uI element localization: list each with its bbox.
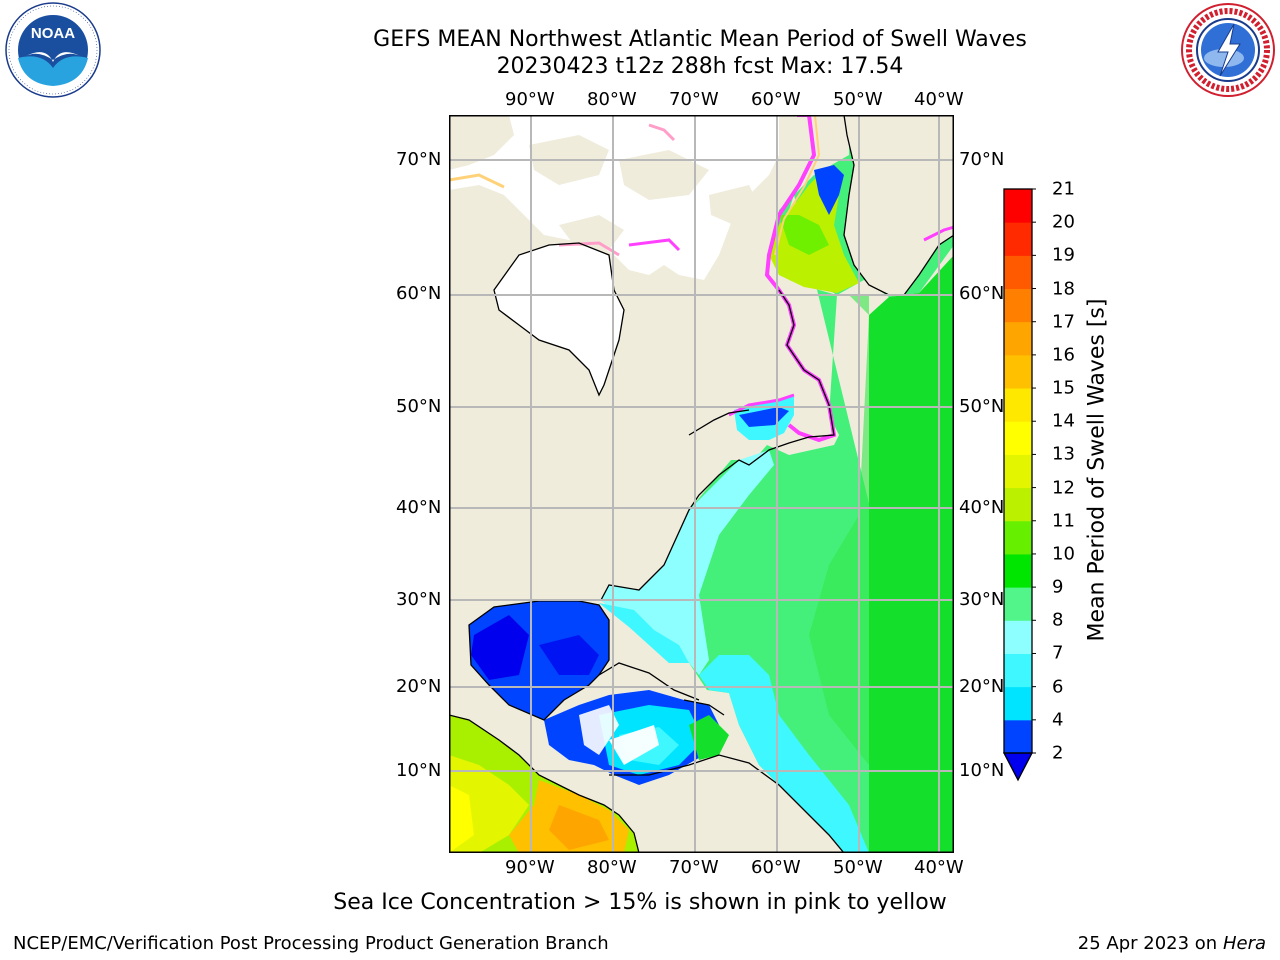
lon-label-top: 90°W — [505, 89, 555, 110]
lat-label-right: 10°N — [959, 760, 1005, 781]
colorbar-underflow-arrow — [1002, 752, 1034, 782]
colorbar-segment — [1004, 189, 1032, 223]
lat-label-left: 10°N — [396, 760, 442, 781]
hudson-bay — [494, 243, 624, 395]
colorbar-tick-label: 12 — [1052, 477, 1075, 499]
colorbar-segment — [1004, 487, 1032, 522]
lat-label-left: 30°N — [396, 589, 442, 610]
colorbar-tick-label: 17 — [1052, 311, 1075, 333]
colorbar-segment — [1004, 454, 1032, 489]
lon-label-bottom: 40°W — [914, 857, 964, 878]
colorbar-tick-label: 19 — [1052, 244, 1075, 266]
lon-label-bottom: 50°W — [833, 857, 883, 878]
sea-ice-note: Sea Ice Concentration > 15% is shown in … — [333, 890, 947, 915]
lat-label-right: 60°N — [959, 283, 1005, 304]
lat-label-right: 40°N — [959, 497, 1005, 518]
colorbar-segment — [1004, 553, 1032, 588]
lat-label-left: 60°N — [396, 283, 442, 304]
nws-logo — [1178, 2, 1278, 98]
footer-host: Hera — [1222, 933, 1266, 954]
lon-label-bottom: 60°W — [751, 857, 801, 878]
colorbar-segment — [1004, 321, 1032, 356]
lat-label-right: 50°N — [959, 396, 1005, 417]
graticule — [449, 115, 954, 853]
colorbar-segment — [1004, 686, 1032, 721]
colorbar-tick-label: 14 — [1052, 410, 1075, 432]
lat-label-right: 20°N — [959, 676, 1005, 697]
colorbar-tick-label: 2 — [1052, 742, 1064, 764]
noaa-logo: NOAA — [2, 2, 104, 98]
ocean-nearshore — [601, 450, 774, 675]
colorbar-segment — [1004, 653, 1032, 688]
colorbar — [1000, 186, 1038, 786]
lat-label-left: 20°N — [396, 676, 442, 697]
colorbar-tick-label: 7 — [1052, 642, 1064, 664]
lon-label-top: 70°W — [669, 89, 719, 110]
noaa-logo-text: NOAA — [31, 25, 75, 42]
colorbar-tick-label: 18 — [1052, 278, 1075, 300]
lon-label-bottom: 90°W — [505, 857, 555, 878]
colorbar-segment — [1004, 421, 1032, 455]
colorbar-label: Mean Period of Swell Waves [s] — [1084, 298, 1110, 642]
lat-label-right: 70°N — [959, 149, 1005, 170]
lat-label-left: 70°N — [396, 149, 442, 170]
map-panel — [448, 113, 955, 854]
colorbar-tick-label: 10 — [1052, 543, 1075, 565]
lon-label-top: 60°W — [751, 89, 801, 110]
lat-label-left: 40°N — [396, 497, 442, 518]
lon-label-top: 50°W — [833, 89, 883, 110]
chart-title: GEFS MEAN Northwest Atlantic Mean Period… — [373, 27, 1027, 52]
colorbar-segment — [1004, 288, 1032, 323]
colorbar-segment — [1004, 719, 1032, 754]
colorbar-tick-label: 8 — [1052, 609, 1064, 631]
colorbar-segment — [1004, 354, 1032, 389]
colorbar-tick-label: 16 — [1052, 344, 1075, 366]
colorbar-tick-label: 4 — [1052, 709, 1064, 731]
colorbar-tick-label: 21 — [1052, 178, 1075, 200]
colorbar-segment — [1004, 520, 1032, 555]
footer-date-text: 25 Apr 2023 on — [1077, 933, 1223, 954]
lat-label-right: 30°N — [959, 589, 1005, 610]
colorbar-segment — [1004, 620, 1032, 654]
footer-credit: NCEP/EMC/Verification Post Processing Pr… — [13, 933, 609, 954]
colorbar-tick-label: 9 — [1052, 576, 1064, 598]
lon-label-bottom: 70°W — [669, 857, 719, 878]
colorbar-segment — [1004, 388, 1032, 422]
colorbar-segment — [1004, 587, 1032, 621]
colorbar-tick-label: 6 — [1052, 676, 1064, 698]
footer-date: 25 Apr 2023 on Hera — [1078, 933, 1266, 954]
lat-label-left: 50°N — [396, 396, 442, 417]
lon-label-top: 40°W — [914, 89, 964, 110]
chart-subtitle: 20230423 t12z 288h fcst Max: 17.54 — [496, 54, 904, 79]
lon-label-bottom: 80°W — [587, 857, 637, 878]
colorbar-segment — [1004, 255, 1032, 290]
colorbar-tick-label: 13 — [1052, 443, 1075, 465]
colorbar-segment — [1004, 222, 1032, 256]
colorbar-tick-label: 20 — [1052, 211, 1075, 233]
colorbar-tick-label: 15 — [1052, 377, 1075, 399]
lon-label-top: 80°W — [587, 89, 637, 110]
colorbar-tick-label: 11 — [1052, 510, 1075, 532]
